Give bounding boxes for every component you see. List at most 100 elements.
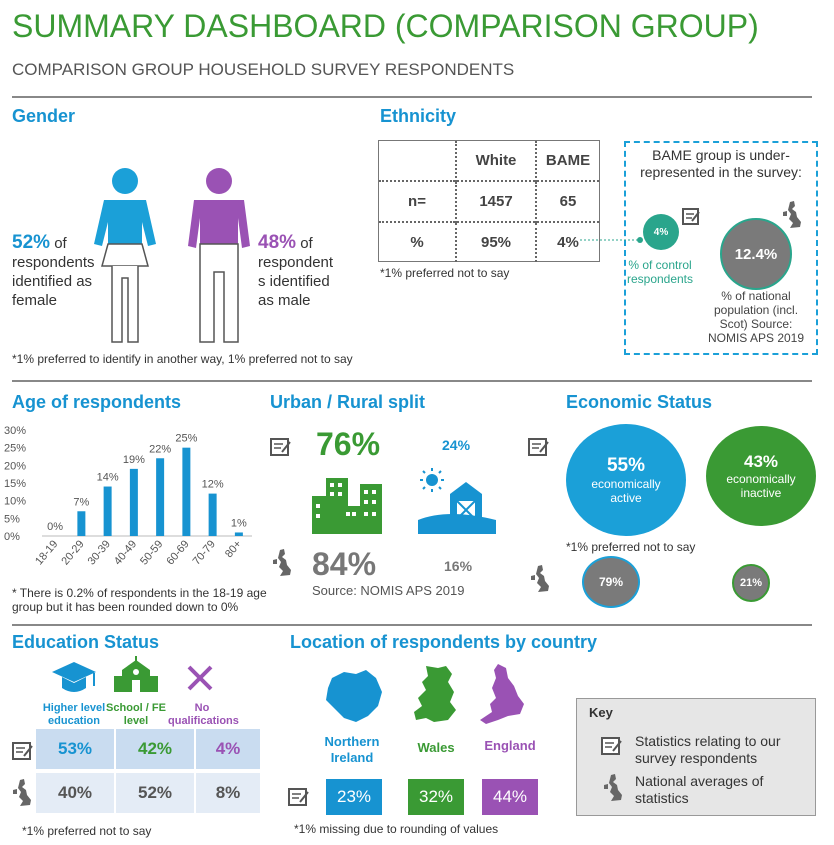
male-stat: 48% of respondent s identified as male (258, 232, 334, 309)
eth-header-white: White (455, 141, 536, 181)
location-value-england: 44% (482, 779, 538, 815)
edu-label-school: School / FE level (106, 702, 166, 727)
y-tick-label: 0% (4, 531, 20, 543)
nat-rural-pct: 16% (444, 558, 473, 574)
eth-cell: 65 (535, 180, 599, 222)
y-tick-label: 20% (4, 460, 26, 472)
wales-map-icon (414, 666, 456, 722)
key-national-label: National averages of statistics (635, 773, 764, 806)
age-bar (234, 532, 243, 536)
divider (12, 380, 812, 382)
survey-icon (12, 742, 33, 760)
economic-note: *1% preferred not to say (566, 540, 696, 554)
urban-source: Source: NOMIS APS 2019 (312, 583, 465, 598)
edu-survey-higher: 53% (36, 729, 114, 769)
bar-data-label: 1% (231, 517, 247, 529)
edu-nat-higher: 40% (36, 773, 114, 813)
bar-data-label: 0% (47, 521, 63, 533)
male-figure-icon (188, 168, 250, 343)
location-value-wales: 32% (408, 779, 464, 815)
country-label-ni: Northern Ireland (324, 734, 380, 765)
divider (12, 624, 812, 626)
uk-map-icon (604, 774, 622, 801)
age-bar (156, 458, 165, 536)
survey-icon (288, 788, 309, 806)
eth-cell: 4% (535, 221, 599, 262)
country-label-wales: Wales (417, 740, 455, 755)
key-survey-label: Statistics relating to our survey respon… (635, 733, 781, 766)
ethnicity-note: *1% preferred not to say (380, 266, 510, 280)
economically-active-circle: 55% economically active (566, 424, 686, 536)
eth-row-label: % (379, 221, 456, 262)
edu-label-noqual: No qualifications (168, 702, 239, 727)
control-label: % of control respondents (626, 258, 694, 286)
age-title: Age of respondents (12, 392, 182, 412)
location-value-ni: 23% (326, 779, 382, 815)
cross-icon (187, 665, 213, 691)
england-map-icon (480, 664, 524, 724)
y-tick-label: 25% (4, 443, 26, 455)
x-tick-label: 30-39 (86, 538, 113, 567)
divider (12, 96, 812, 98)
bar-data-label: 19% (123, 454, 145, 466)
survey-icon (682, 208, 700, 225)
national-label: % of national population (incl. Scot) So… (707, 289, 805, 345)
ethnicity-table: White BAME n= 1457 65 % 95% 4% (378, 140, 600, 262)
x-tick-label: 20-29 (59, 538, 86, 567)
uk-map-icon (13, 779, 31, 806)
urban-title: Urban / Rural split (270, 392, 426, 412)
eth-header-bame: BAME (535, 141, 599, 181)
age-bar (208, 493, 217, 536)
gender-title: Gender (12, 106, 76, 126)
country-label-england: England (484, 738, 536, 753)
age-bar (103, 486, 112, 536)
bar-data-label: 22% (149, 443, 171, 455)
bar-data-label: 25% (175, 433, 197, 445)
survey-icon (528, 438, 549, 456)
age-bar (129, 468, 138, 536)
bar-data-label: 12% (202, 479, 224, 491)
gender-note: *1% preferred to identify in another way… (12, 352, 353, 366)
school-icon (114, 656, 158, 692)
x-tick-label: 70-79 (191, 538, 218, 567)
edu-survey-school: 42% (116, 729, 194, 769)
edu-label-higher: Higher level education (42, 702, 106, 727)
x-tick-label: 18-19 (33, 538, 60, 567)
uk-map-icon (531, 565, 549, 592)
nat-active-circle: 79% (582, 556, 640, 608)
female-stat: 52% of respondents identified as female (12, 232, 95, 309)
nat-urban-pct: 84% (312, 546, 377, 582)
location-title: Location of respondents by country (290, 632, 598, 652)
x-tick-label: 60-69 (164, 538, 191, 567)
urban-pct: 76% (316, 426, 381, 462)
eth-row-label: n= (379, 180, 456, 222)
female-figure-icon (94, 168, 156, 343)
uk-map-icon (783, 201, 801, 228)
y-tick-label: 10% (4, 496, 26, 508)
x-tick-label: 80+ (223, 538, 244, 560)
edu-nat-school: 52% (116, 773, 194, 813)
age-note: * There is 0.2% of respondents in the 18… (12, 586, 267, 614)
location-note: *1% missing due to rounding of values (294, 822, 499, 836)
education-note: *1% preferred not to say (22, 824, 152, 838)
legend-key: Key Statistics relating to our survey re… (576, 698, 816, 816)
eth-cell: 95% (455, 221, 536, 262)
nat-inactive-circle: 21% (732, 564, 770, 602)
ethnicity-title: Ethnicity (380, 106, 457, 126)
national-pct-circle: 12.4% (720, 218, 792, 290)
economic-title: Economic Status (566, 392, 713, 412)
callout-title: BAME group is under-represented in the s… (640, 147, 802, 180)
economically-inactive-circle: 43% economically inactive (706, 426, 816, 526)
x-tick-label: 40-49 (112, 538, 139, 567)
eth-cell: 1457 (455, 180, 536, 222)
page-title: SUMMARY DASHBOARD (COMPARISON GROUP) (12, 8, 759, 44)
education-title: Education Status (12, 632, 160, 652)
x-tick-label: 50-59 (138, 538, 165, 567)
rural-pct: 24% (442, 437, 471, 453)
bame-callout: BAME group is under-represented in the s… (624, 141, 818, 355)
survey-icon (601, 737, 622, 755)
northern-ireland-map-icon (326, 670, 382, 722)
bar-data-label: 14% (97, 472, 119, 484)
key-title: Key (589, 705, 613, 720)
survey-icon (270, 438, 291, 456)
